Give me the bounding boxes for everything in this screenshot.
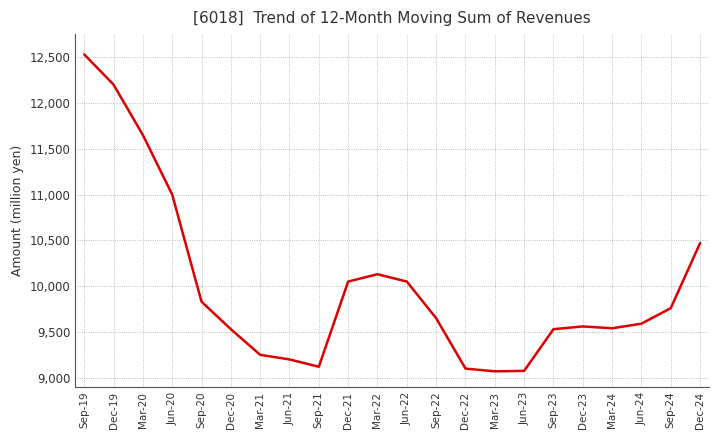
Title: [6018]  Trend of 12-Month Moving Sum of Revenues: [6018] Trend of 12-Month Moving Sum of R… <box>193 11 591 26</box>
Y-axis label: Amount (million yen): Amount (million yen) <box>11 145 24 276</box>
